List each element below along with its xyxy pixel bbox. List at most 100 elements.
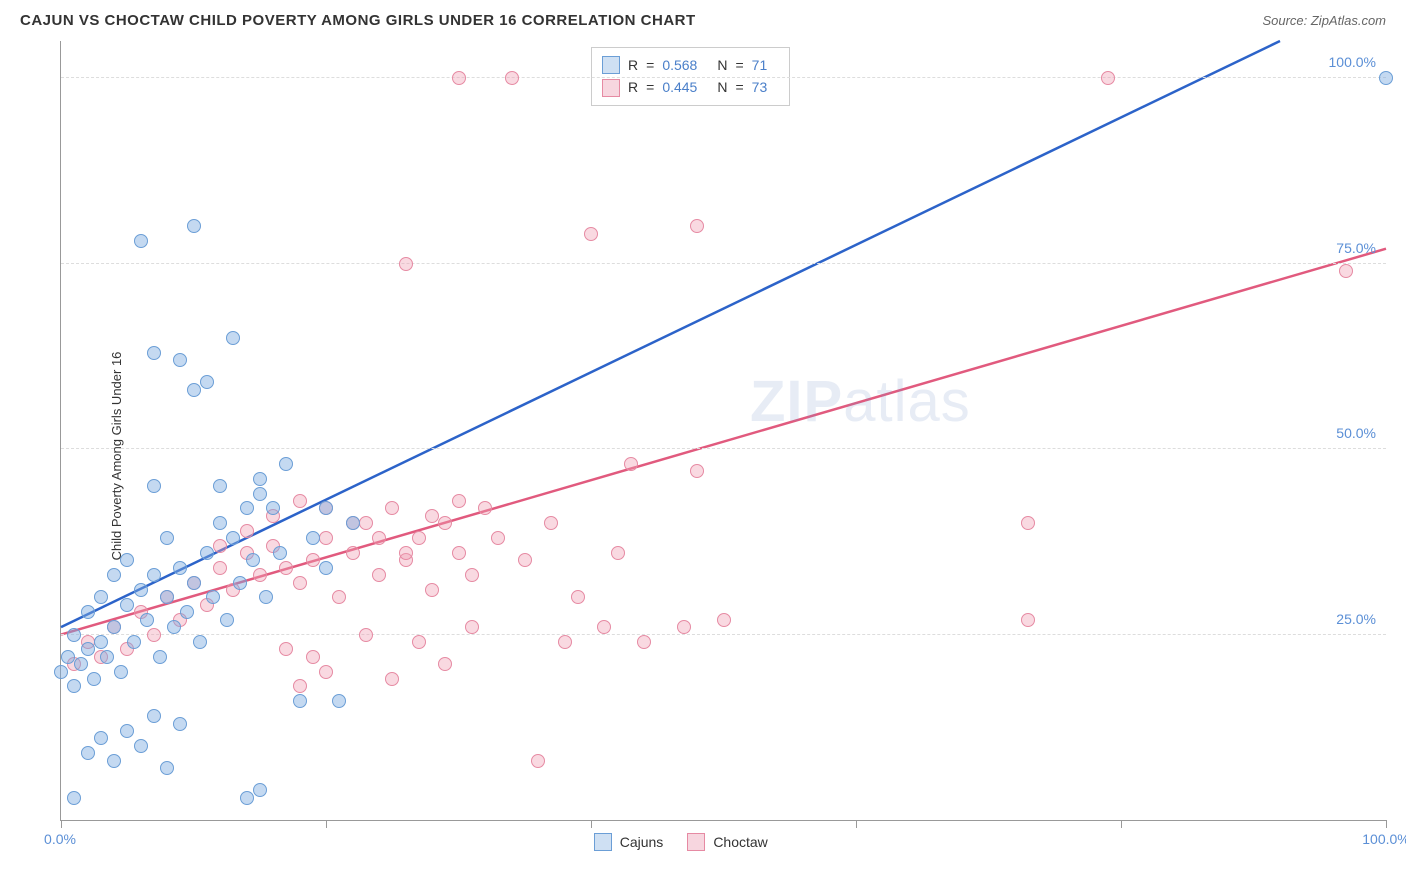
choctaw-point: [438, 516, 452, 530]
choctaw-point: [306, 553, 320, 567]
cajuns-point: [253, 487, 267, 501]
choctaw-point: [452, 71, 466, 85]
cajuns-point: [120, 553, 134, 567]
cajuns-point: [200, 375, 214, 389]
choctaw-point: [452, 494, 466, 508]
cajuns-point: [54, 665, 68, 679]
choctaw-point: [279, 642, 293, 656]
cajuns-point: [61, 650, 75, 664]
cajuns-point: [293, 694, 307, 708]
choctaw-point: [319, 665, 333, 679]
cajuns-point: [134, 739, 148, 753]
cajuns-point: [127, 635, 141, 649]
choctaw-point: [491, 531, 505, 545]
x-tick: [591, 820, 592, 828]
choctaw-point: [332, 590, 346, 604]
choctaw-point: [637, 635, 651, 649]
choctaw-point: [1339, 264, 1353, 278]
choctaw-point: [319, 531, 333, 545]
cajuns-point: [213, 479, 227, 493]
plot-area: ZIPatlas R = 0.568 N = 71 R = 0.445 N = …: [60, 41, 1386, 821]
cajuns-n-value: 71: [752, 54, 768, 76]
cajuns-point: [200, 546, 214, 560]
x-tick: [1121, 820, 1122, 828]
cajuns-point: [81, 605, 95, 619]
choctaw-point: [505, 71, 519, 85]
choctaw-point: [425, 509, 439, 523]
choctaw-point: [293, 494, 307, 508]
cajuns-point: [319, 561, 333, 575]
cajuns-point: [94, 590, 108, 604]
choctaw-point: [478, 501, 492, 515]
choctaw-point: [452, 546, 466, 560]
choctaw-point: [611, 546, 625, 560]
choctaw-point: [412, 635, 426, 649]
cajuns-point: [187, 383, 201, 397]
bottom-legend: Cajuns Choctaw: [594, 833, 768, 851]
choctaw-point: [372, 531, 386, 545]
choctaw-point: [1021, 516, 1035, 530]
cajuns-point: [134, 583, 148, 597]
legend-item-choctaw: Choctaw: [687, 833, 767, 851]
cajuns-point: [147, 568, 161, 582]
choctaw-point: [359, 516, 373, 530]
cajuns-point: [173, 717, 187, 731]
cajuns-point: [107, 754, 121, 768]
chart-container: Child Poverty Among Girls Under 16 ZIPat…: [20, 41, 1386, 871]
gridline: [61, 634, 1386, 635]
gridline: [61, 77, 1386, 78]
x-tick: [61, 820, 62, 828]
r-label: R: [628, 76, 638, 98]
cajuns-r-value: 0.568: [662, 54, 697, 76]
cajuns-point: [1379, 71, 1393, 85]
r-label: R: [628, 54, 638, 76]
choctaw-point: [624, 457, 638, 471]
choctaw-point: [677, 620, 691, 634]
x-tick: [1386, 820, 1387, 828]
choctaw-point: [359, 628, 373, 642]
choctaw-r-value: 0.445: [662, 76, 697, 98]
x-tick: [856, 820, 857, 828]
cajuns-point: [180, 605, 194, 619]
gridline: [61, 263, 1386, 264]
choctaw-point: [438, 657, 452, 671]
cajuns-point: [259, 590, 273, 604]
y-tick-label: 100.0%: [1329, 54, 1376, 70]
cajuns-point: [120, 598, 134, 612]
choctaw-point: [465, 620, 479, 634]
cajuns-point: [100, 650, 114, 664]
chart-title: CAJUN VS CHOCTAW CHILD POVERTY AMONG GIR…: [20, 12, 696, 29]
cajuns-point: [346, 516, 360, 530]
y-tick-label: 50.0%: [1336, 425, 1376, 441]
cajuns-point: [306, 531, 320, 545]
cajuns-point: [266, 501, 280, 515]
cajuns-point: [246, 553, 260, 567]
eq-label: =: [646, 54, 654, 76]
cajuns-point: [173, 561, 187, 575]
cajuns-point: [240, 501, 254, 515]
cajuns-point: [332, 694, 346, 708]
cajuns-point: [74, 657, 88, 671]
cajuns-point: [226, 331, 240, 345]
choctaw-point: [253, 568, 267, 582]
choctaw-point: [1021, 613, 1035, 627]
n-label: N: [717, 76, 727, 98]
cajuns-point: [153, 650, 167, 664]
choctaw-point: [1101, 71, 1115, 85]
cajuns-point: [253, 783, 267, 797]
x-tick: [326, 820, 327, 828]
chart-header: CAJUN VS CHOCTAW CHILD POVERTY AMONG GIR…: [0, 0, 1406, 37]
stats-row-choctaw: R = 0.445 N = 73: [602, 76, 779, 98]
cajuns-point: [147, 479, 161, 493]
cajuns-point: [67, 791, 81, 805]
cajuns-point: [160, 531, 174, 545]
choctaw-point: [213, 561, 227, 575]
cajuns-point: [240, 791, 254, 805]
choctaw-point: [399, 546, 413, 560]
cajuns-point: [233, 576, 247, 590]
choctaw-point: [690, 464, 704, 478]
cajuns-point: [273, 546, 287, 560]
choctaw-point: [571, 590, 585, 604]
choctaw-point: [385, 501, 399, 515]
cajuns-point: [114, 665, 128, 679]
